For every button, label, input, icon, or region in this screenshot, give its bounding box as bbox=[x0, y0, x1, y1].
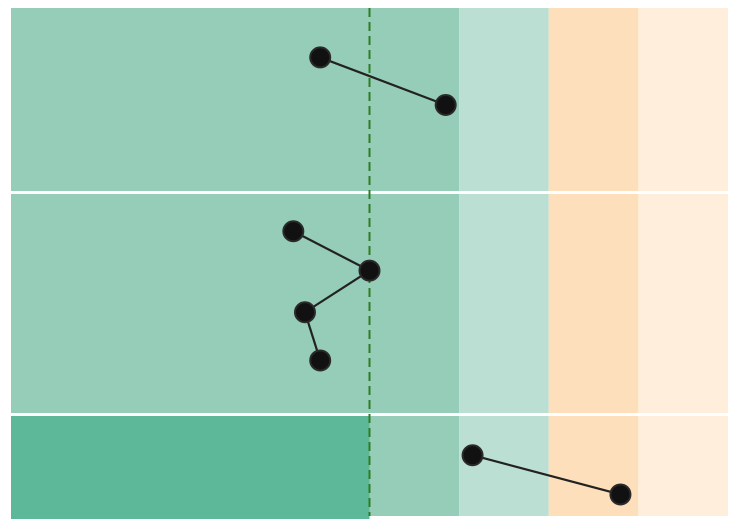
edge-5 bbox=[472, 454, 621, 496]
edge-3 bbox=[304, 269, 371, 314]
background-zone-3 bbox=[548, 8, 639, 516]
chart-points bbox=[282, 46, 632, 506]
chart-row-highlights bbox=[11, 416, 370, 519]
data-point-p1 bbox=[309, 46, 332, 69]
data-point-p6 bbox=[309, 349, 332, 372]
data-point-p8 bbox=[609, 483, 632, 506]
background-zone-2 bbox=[459, 8, 549, 516]
row-highlight-3 bbox=[11, 416, 370, 519]
edge-1 bbox=[319, 56, 447, 107]
background-zone-4 bbox=[638, 8, 728, 516]
edge-2 bbox=[292, 230, 371, 272]
data-point-p2 bbox=[434, 93, 457, 116]
data-point-p7 bbox=[461, 444, 484, 467]
data-point-p3 bbox=[282, 220, 305, 243]
data-point-p5 bbox=[293, 301, 316, 324]
data-point-p4 bbox=[358, 259, 381, 282]
